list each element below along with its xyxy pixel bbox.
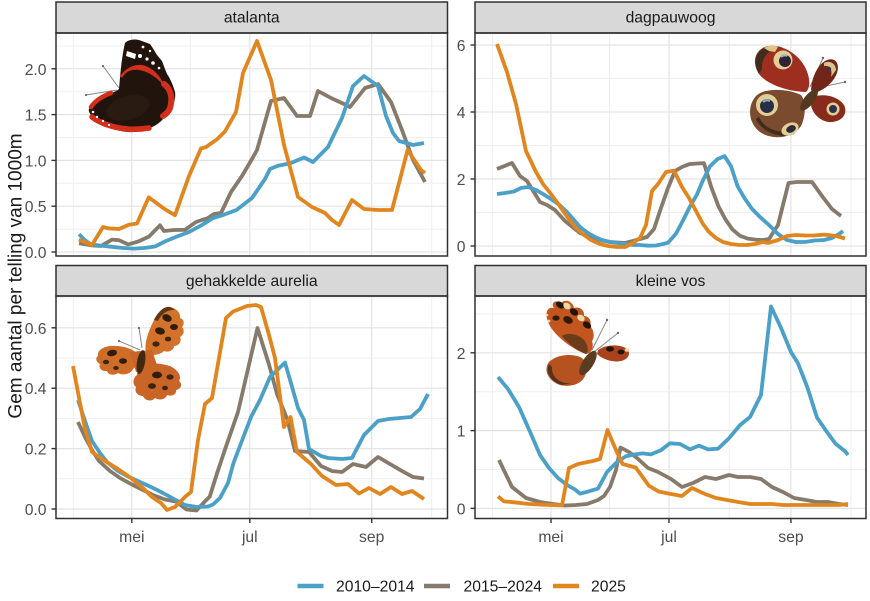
svg-text:1: 1 (457, 424, 466, 441)
svg-text:0.6: 0.6 (25, 321, 47, 338)
svg-text:2.0: 2.0 (25, 62, 47, 79)
svg-text:kleine vos: kleine vos (636, 273, 706, 290)
svg-text:gehakkelde aurelia: gehakkelde aurelia (186, 273, 318, 290)
svg-text:6: 6 (457, 38, 466, 55)
svg-text:0.0: 0.0 (25, 245, 47, 262)
svg-text:4: 4 (457, 105, 466, 122)
svg-text:sep: sep (778, 529, 804, 546)
svg-text:0.5: 0.5 (25, 199, 47, 216)
svg-text:0: 0 (457, 501, 466, 518)
svg-text:2: 2 (457, 172, 466, 189)
svg-text:sep: sep (359, 529, 385, 546)
svg-text:2025: 2025 (591, 579, 626, 596)
svg-text:1.5: 1.5 (25, 108, 47, 125)
svg-text:0.2: 0.2 (25, 442, 47, 459)
svg-text:2010–2014: 2010–2014 (336, 579, 415, 596)
svg-text:0: 0 (457, 239, 466, 256)
svg-text:jul: jul (241, 529, 258, 546)
svg-text:dagpauwoog: dagpauwoog (626, 10, 716, 27)
svg-text:atalanta: atalanta (224, 10, 280, 27)
svg-text:1.0: 1.0 (25, 153, 47, 170)
svg-text:0.4: 0.4 (25, 381, 47, 398)
svg-text:0.0: 0.0 (25, 502, 47, 519)
svg-text:mei: mei (119, 529, 144, 546)
svg-text:2015–2024: 2015–2024 (464, 579, 543, 596)
svg-text:Gem aantal per telling van 100: Gem aantal per telling van 1000m (6, 133, 27, 418)
svg-text:mei: mei (538, 529, 563, 546)
svg-text:2: 2 (457, 346, 466, 363)
svg-text:jul: jul (660, 529, 677, 546)
